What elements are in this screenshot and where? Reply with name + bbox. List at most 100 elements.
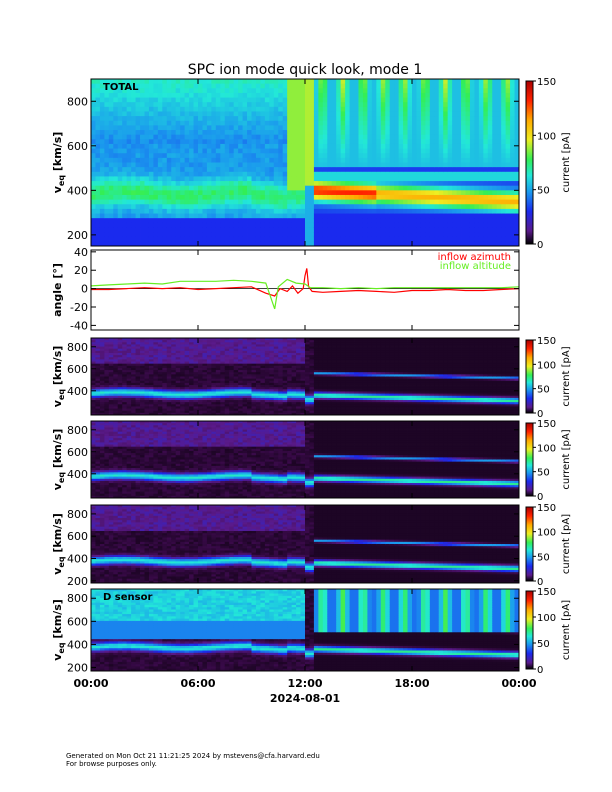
heatmap-cell: [349, 153, 355, 159]
heatmap-cell: [220, 157, 226, 163]
heatmap-cell: [264, 357, 270, 360]
heatmap-cell: [193, 363, 199, 367]
heatmap-cell: [135, 370, 141, 373]
heatmap-cell: [367, 222, 373, 228]
heatmap-cell: [220, 348, 226, 352]
heatmap-cell: [122, 344, 128, 347]
heatmap-cell: [247, 194, 252, 201]
heatmap-cell: [447, 88, 453, 94]
heatmap-cell: [193, 157, 199, 163]
heatmap-cell: [322, 111, 328, 117]
heatmap-cell: [318, 116, 324, 122]
heatmap-cell: [269, 355, 275, 358]
heatmap-cell: [153, 199, 159, 205]
heatmap-cell: [135, 350, 141, 354]
heatmap-cell: [140, 372, 145, 375]
heatmap-cell: [189, 382, 194, 386]
heatmap-cell: [91, 194, 96, 201]
heatmap-cell: [171, 139, 177, 145]
heatmap-cell: [171, 148, 177, 154]
heatmap-cell: [309, 79, 315, 85]
heatmap-cell: [420, 88, 426, 94]
heatmap-cell: [443, 199, 449, 205]
heatmap-cell: [251, 162, 257, 168]
heatmap-cell: [385, 116, 391, 122]
heatmap-cell: [309, 143, 315, 149]
heatmap-cell: [99, 359, 105, 362]
heatmap-cell: [95, 171, 101, 177]
heatmap-cell: [318, 167, 324, 173]
heatmap-cell: [260, 83, 266, 89]
heatmap-cell: [394, 176, 400, 182]
heatmap-cell: [309, 153, 315, 159]
heatmap-cell: [175, 116, 181, 122]
heatmap-cell: [247, 355, 252, 358]
heatmap-cell: [220, 208, 226, 214]
heatmap-cell: [389, 190, 395, 196]
heatmap-cell: [327, 236, 333, 242]
heatmap-cell: [483, 236, 489, 242]
heatmap-cell: [273, 120, 279, 126]
heatmap-cell: [260, 385, 266, 388]
heatmap-cell: [131, 88, 136, 94]
heatmap-cell: [371, 153, 377, 159]
heatmap-cell: [104, 406, 110, 409]
heatmap-cell: [108, 116, 114, 122]
heatmap-cell: [362, 88, 368, 94]
heatmap-cell: [206, 106, 212, 112]
heatmap-cell: [318, 111, 324, 117]
heatmap-cell: [429, 88, 435, 94]
heatmap-cell: [389, 208, 395, 214]
heatmap-cell: [189, 176, 194, 182]
heatmap-cell: [171, 342, 177, 345]
heatmap-cell: [318, 125, 324, 131]
heatmap-cell: [385, 236, 391, 242]
heatmap-cell: [189, 342, 194, 345]
heatmap-cell: [180, 378, 186, 382]
heatmap-cell: [95, 374, 101, 377]
heatmap-cell: [505, 139, 511, 145]
heatmap-cell: [140, 391, 145, 395]
heatmap-cell: [104, 382, 110, 386]
heatmap-cell: [193, 382, 199, 386]
heatmap-cell: [91, 111, 96, 117]
heatmap-cell: [175, 176, 181, 182]
heatmap-cell: [95, 348, 101, 352]
heatmap-cell: [95, 393, 101, 397]
heatmap-cell: [220, 391, 226, 395]
heatmap-cell: [99, 208, 105, 214]
heatmap-cell: [309, 157, 315, 163]
heatmap-cell: [95, 355, 101, 358]
heatmap-cell: [184, 106, 190, 112]
heatmap-cell: [171, 367, 177, 371]
heatmap-cell: [202, 194, 208, 201]
heatmap-cell: [273, 171, 279, 177]
heatmap-cell: [354, 218, 359, 224]
heatmap-cell: [202, 208, 208, 214]
heatmap-cell: [282, 157, 288, 163]
heatmap-cell: [95, 395, 101, 399]
heatmap-cell: [309, 190, 315, 196]
heatmap-cell: [148, 361, 154, 365]
heatmap-cell: [135, 385, 141, 388]
heatmap-cell: [407, 241, 413, 247]
heatmap-cell: [140, 412, 145, 416]
heatmap-cell: [126, 171, 132, 177]
heatmap-cell: [238, 359, 243, 362]
heatmap-cell: [108, 355, 114, 358]
heatmap-cell: [224, 344, 230, 347]
heatmap-cell: [131, 194, 136, 201]
heatmap-cell: [117, 340, 123, 343]
heatmap-cell: [264, 167, 270, 173]
heatmap-cell: [501, 139, 507, 145]
heatmap-cell: [394, 83, 400, 89]
heatmap-cell: [483, 92, 489, 98]
heatmap-cell: [193, 134, 199, 140]
heatmap-cell: [447, 194, 453, 201]
heatmap-cell: [452, 236, 457, 242]
heatmap-cell: [420, 171, 426, 177]
heatmap-cell: [189, 410, 194, 414]
heatmap-cell: [496, 148, 502, 154]
heatmap-cell: [505, 176, 511, 182]
heatmap-cell: [376, 97, 382, 103]
